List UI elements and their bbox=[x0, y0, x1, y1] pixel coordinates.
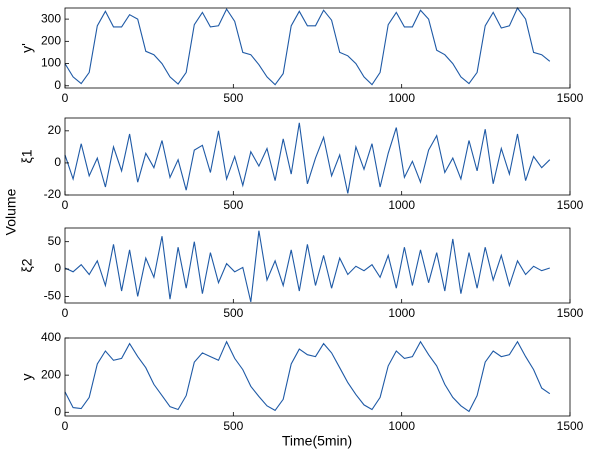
x-tick-label: 0 bbox=[62, 419, 69, 433]
x-tick-label: 500 bbox=[223, 198, 243, 212]
x-tick-label: 1000 bbox=[388, 91, 415, 105]
y-tick-label: 0 bbox=[54, 78, 61, 92]
y-tick-label: 200 bbox=[41, 367, 61, 381]
y-axis-label: ξ2 bbox=[19, 258, 35, 272]
y-axis-label: ξ1 bbox=[19, 149, 35, 163]
data-line bbox=[64, 122, 551, 194]
y-tick-label: 0 bbox=[54, 155, 61, 169]
y-tick-label: 300 bbox=[41, 11, 61, 25]
x-tick-label: 500 bbox=[223, 91, 243, 105]
x-tick-label: 1000 bbox=[388, 419, 415, 433]
x-tick-label: 1000 bbox=[388, 306, 415, 320]
x-tick-label: 0 bbox=[62, 306, 69, 320]
y-tick-label: 200 bbox=[41, 34, 61, 48]
y-tick-label: -20 bbox=[44, 187, 62, 201]
x-tick-label: 500 bbox=[223, 419, 243, 433]
plot-frame bbox=[64, 7, 571, 89]
x-tick-label: 1500 bbox=[557, 419, 584, 433]
y-axis-label: y bbox=[19, 374, 35, 381]
x-axis-label: Time(5min) bbox=[282, 433, 352, 449]
y-tick-label: -50 bbox=[44, 289, 62, 303]
plot-frame bbox=[64, 337, 571, 417]
x-tick-label: 0 bbox=[62, 198, 69, 212]
x-tick-label: 1500 bbox=[557, 91, 584, 105]
x-tick-label: 1500 bbox=[557, 198, 584, 212]
y-axis-label: y' bbox=[19, 43, 35, 53]
y-tick-label: 100 bbox=[41, 56, 61, 70]
y-tick-label: 0 bbox=[54, 261, 61, 275]
y-tick-label: 20 bbox=[48, 123, 62, 137]
plot-frame bbox=[64, 227, 571, 304]
y-tick-label: 50 bbox=[48, 234, 62, 248]
y-tick-label: 0 bbox=[54, 404, 61, 418]
x-tick-label: 500 bbox=[223, 306, 243, 320]
data-line bbox=[64, 340, 551, 413]
x-tick-label: 1500 bbox=[557, 306, 584, 320]
x-tick-label: 0 bbox=[62, 91, 69, 105]
shared-y-label: Volume bbox=[3, 188, 19, 235]
plot-frame bbox=[64, 117, 571, 196]
data-line bbox=[64, 6, 551, 86]
y-tick-label: 400 bbox=[41, 330, 61, 344]
data-line bbox=[64, 230, 550, 303]
x-tick-label: 1000 bbox=[388, 198, 415, 212]
